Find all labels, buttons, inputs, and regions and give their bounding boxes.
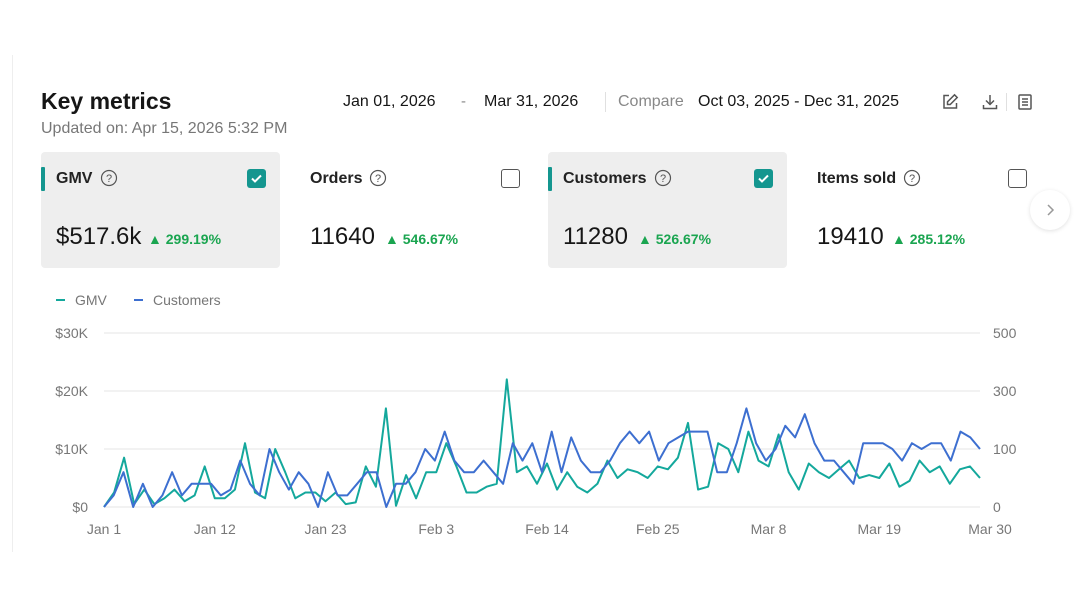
metric-label: Items sold <box>817 170 897 187</box>
legend-gmv[interactable]: GMV <box>75 292 107 308</box>
legend-customers[interactable]: Customers <box>153 292 221 308</box>
change-value: 546.67% <box>402 231 459 247</box>
divider <box>605 92 606 112</box>
metric-change: ▲ 526.67% <box>638 231 712 247</box>
compare-label: Compare <box>618 93 684 110</box>
change-value: 285.12% <box>909 231 966 247</box>
metric-value: 11640 <box>310 223 375 250</box>
next-cards-button[interactable] <box>1030 190 1070 230</box>
updated-timestamp: Updated on: Apr 15, 2026 5:32 PM <box>41 120 288 137</box>
svg-text:?: ? <box>660 173 666 185</box>
help-icon[interactable]: ? <box>654 169 672 187</box>
metric-value: $517.6k <box>56 223 142 250</box>
edit-icon[interactable] <box>939 91 961 113</box>
svg-text:?: ? <box>375 173 381 185</box>
checkbox-unchecked[interactable] <box>501 169 520 188</box>
metric-change: ▲ 299.19% <box>148 231 222 247</box>
compare-range[interactable]: Oct 03, 2025 - Dec 31, 2025 <box>698 93 900 110</box>
divider <box>1006 93 1007 111</box>
metric-card-gmv[interactable]: GMV ? $517.6k ▲ 299.19% <box>41 152 280 268</box>
metric-card-items-sold[interactable]: Items sold ? 19410 ▲ 285.12% <box>802 152 1041 268</box>
download-icon[interactable] <box>979 91 1001 113</box>
end-date[interactable]: Mar 31, 2026 <box>484 93 579 110</box>
checkbox-unchecked[interactable] <box>1008 169 1027 188</box>
metric-label: Customers <box>563 170 647 187</box>
page-title: Key metrics <box>41 88 172 114</box>
metric-change: ▲ 285.12% <box>892 231 966 247</box>
legend-swatch-customers <box>134 299 143 301</box>
bottom-background <box>0 552 1080 607</box>
svg-text:?: ? <box>909 173 915 185</box>
checkbox-checked[interactable] <box>247 169 266 188</box>
metric-card-orders[interactable]: Orders ? 11640 ▲ 546.67% <box>295 152 534 268</box>
svg-text:?: ? <box>106 173 112 185</box>
metric-change: ▲ 546.67% <box>385 231 459 247</box>
metric-label: GMV <box>56 170 93 187</box>
legend-swatch-gmv <box>56 299 65 301</box>
metric-value: 11280 <box>563 223 628 250</box>
report-icon[interactable] <box>1014 91 1036 113</box>
date-separator: - <box>461 93 466 110</box>
change-value: 299.19% <box>165 231 222 247</box>
help-icon[interactable]: ? <box>903 169 921 187</box>
change-value: 526.67% <box>655 231 712 247</box>
metric-value: 19410 <box>817 223 884 250</box>
selected-accent <box>548 167 552 191</box>
help-icon[interactable]: ? <box>369 169 387 187</box>
start-date[interactable]: Jan 01, 2026 <box>343 93 436 110</box>
selected-accent <box>41 167 45 191</box>
help-icon[interactable]: ? <box>100 169 118 187</box>
metric-card-customers[interactable]: Customers ? 11280 ▲ 526.67% <box>548 152 787 268</box>
chevron-right-icon <box>1047 204 1055 216</box>
top-background <box>0 0 1080 55</box>
checkbox-checked[interactable] <box>754 169 773 188</box>
metric-label: Orders <box>310 170 363 187</box>
